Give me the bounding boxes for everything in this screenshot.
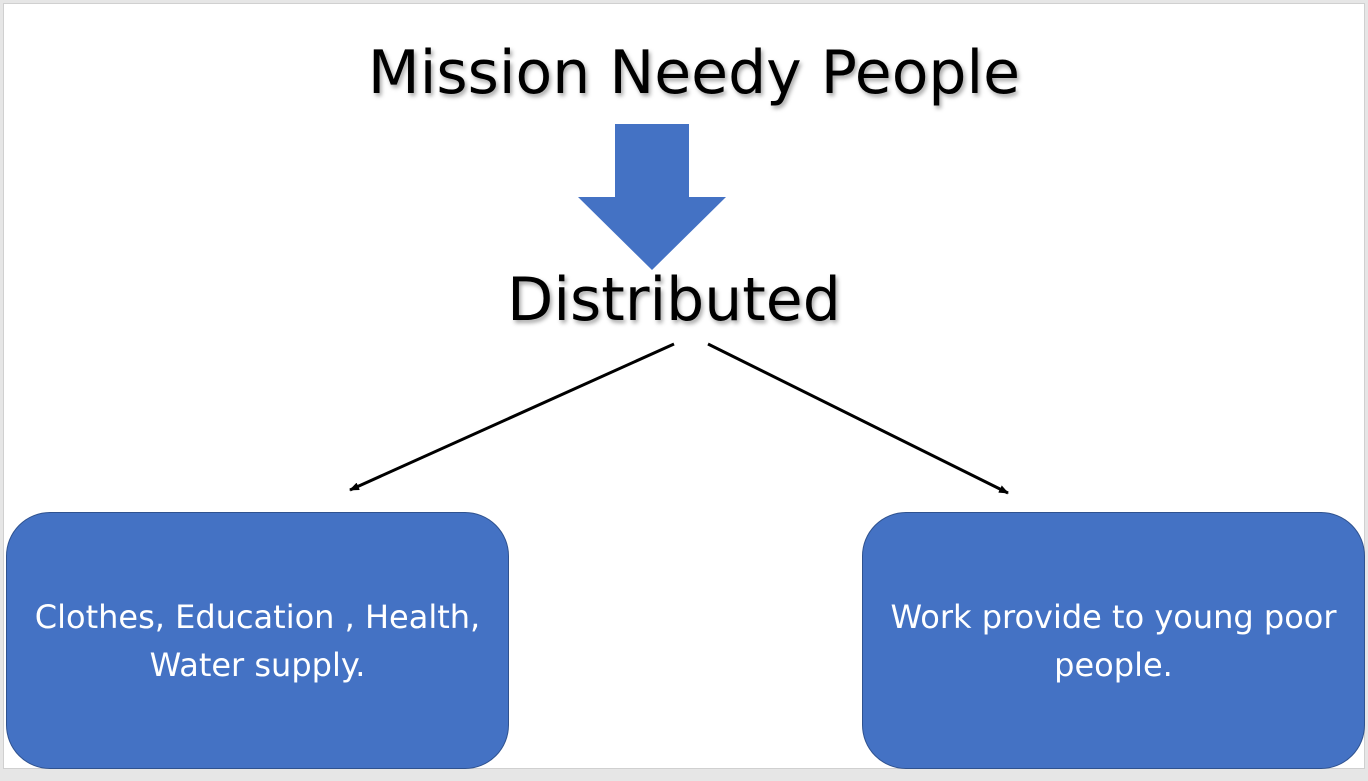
box-services-text: Clothes, Education , Health, Water suppl…: [34, 597, 481, 684]
box-work: Work provide to young poor people.: [862, 512, 1365, 769]
box-work-text: Work provide to young poor people.: [890, 597, 1337, 684]
diagram-title: Mission Needy People: [367, 38, 1021, 108]
connector-arrow-right: [707, 342, 1009, 495]
down-block-arrow: [578, 124, 726, 270]
box-services: Clothes, Education , Health, Water suppl…: [6, 512, 509, 769]
distributed-label: Distributed: [507, 265, 841, 335]
connector-arrow-left: [349, 342, 675, 492]
